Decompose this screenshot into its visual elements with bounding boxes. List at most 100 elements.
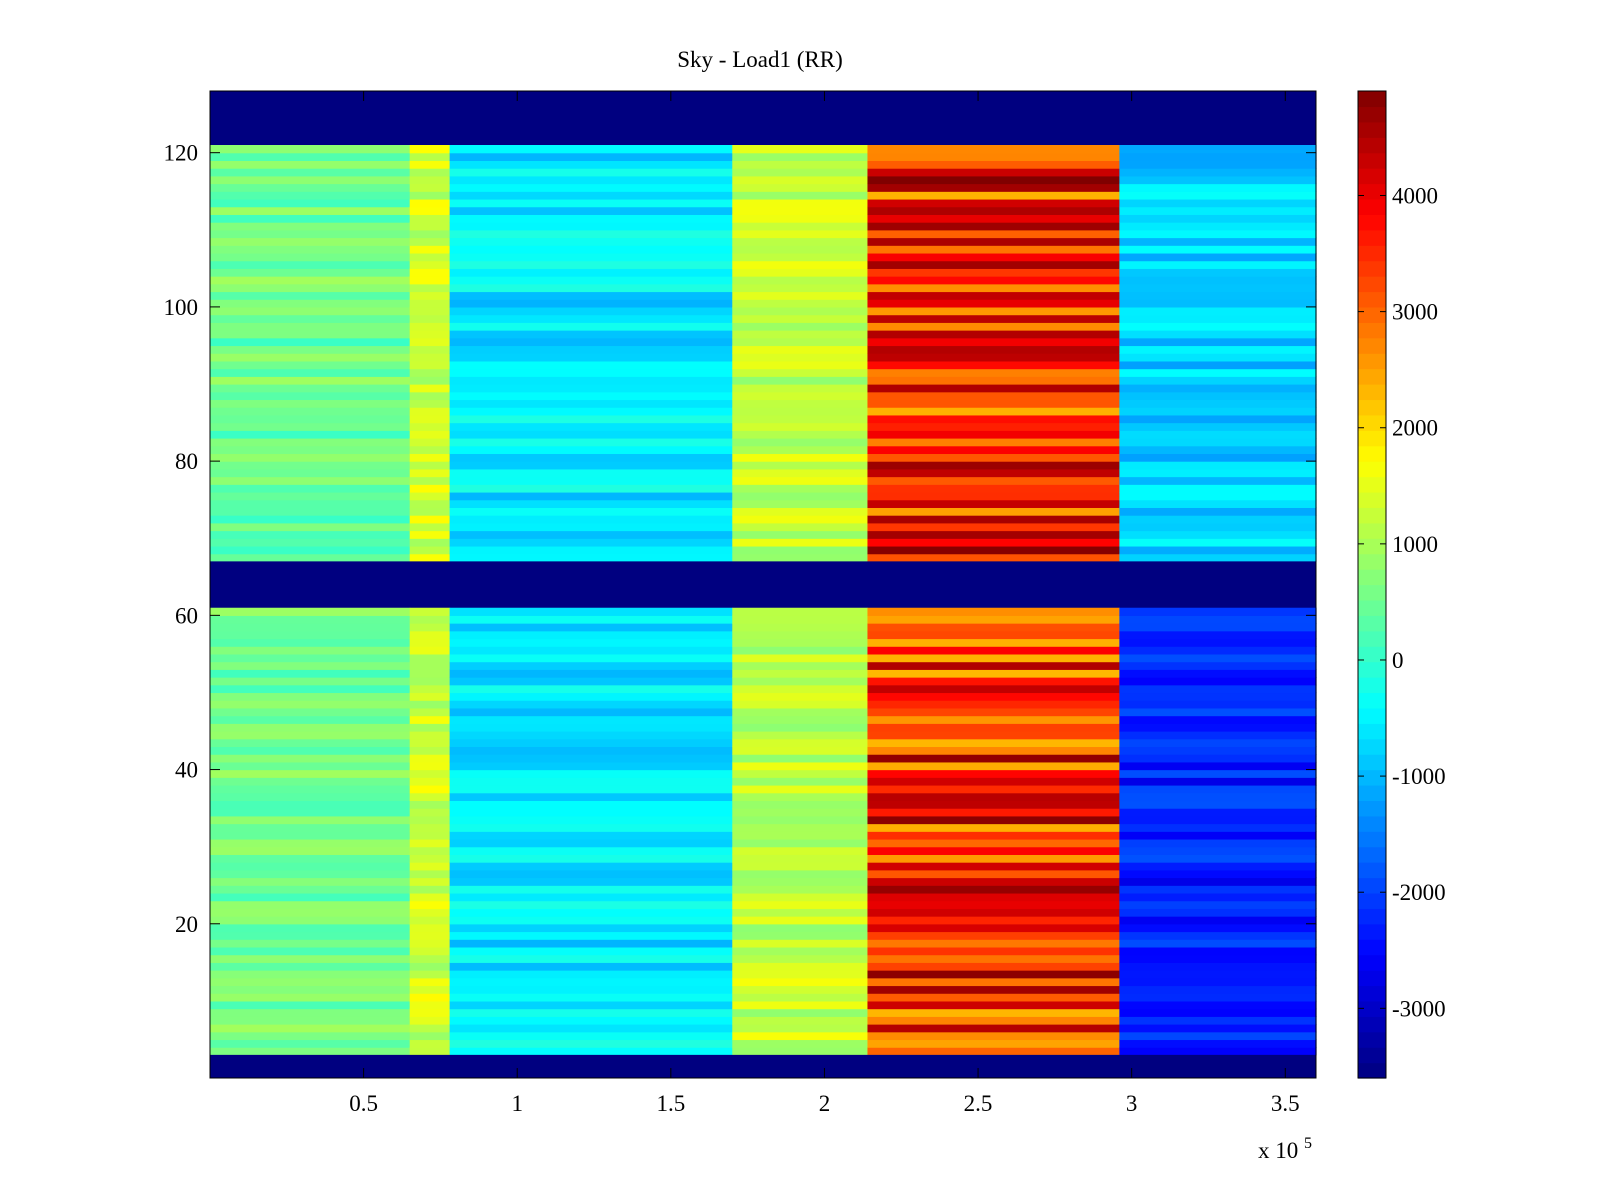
- heatmap-cell: [210, 299, 411, 308]
- heatmap-cell: [210, 345, 411, 354]
- heatmap-cell: [409, 476, 451, 485]
- heatmap-cell: [409, 869, 451, 879]
- heatmap-cell: [449, 869, 733, 879]
- heatmap-cell: [867, 407, 1120, 416]
- heatmap-cell: [867, 954, 1120, 963]
- heatmap-cell: [210, 353, 411, 362]
- colorbar-swatch: [1358, 615, 1386, 632]
- heatmap-cell: [210, 653, 411, 663]
- heatmap-cell: [732, 823, 869, 832]
- heatmap-cell: [867, 522, 1120, 532]
- heatmap-cell: [732, 453, 869, 462]
- x-tick-label: 3.5: [1271, 1091, 1300, 1116]
- heatmap-cell: [867, 792, 1120, 802]
- colorbar-swatch: [1358, 276, 1386, 293]
- heatmap-cell: [409, 515, 451, 524]
- heatmap-cell: [449, 283, 733, 293]
- heatmap-cell: [732, 399, 869, 408]
- heatmap-cell: [1119, 484, 1317, 493]
- heatmap-cell: [1119, 931, 1317, 940]
- colorbar-swatch: [1358, 399, 1386, 416]
- x-tick-label: 1.5: [656, 1091, 685, 1116]
- heatmap-cell: [1119, 700, 1317, 709]
- heatmap-cell: [409, 731, 451, 740]
- heatmap-cell: [409, 993, 451, 1002]
- heatmap-cell: [732, 1000, 869, 1010]
- heatmap-cell: [449, 677, 733, 686]
- heatmap-cell: [210, 985, 411, 994]
- heatmap-cell: [867, 846, 1120, 855]
- heatmap-cell: [449, 977, 733, 987]
- heatmap-cell: [867, 1039, 1120, 1048]
- colorbar-swatch: [1358, 91, 1386, 108]
- heatmap-cell: [732, 276, 869, 285]
- heatmap-cell: [1119, 954, 1317, 963]
- heatmap-cell: [409, 260, 451, 269]
- heatmap-cell: [210, 391, 411, 401]
- heatmap-cell: [1119, 646, 1317, 655]
- heatmap-cell: [867, 908, 1120, 917]
- colorbar-swatch: [1358, 939, 1386, 956]
- heatmap-cell: [210, 160, 411, 169]
- heatmap-cell: [732, 476, 869, 485]
- heatmap-cell: [210, 646, 411, 655]
- heatmap-cell: [732, 152, 869, 161]
- heatmap-cell: [449, 962, 733, 971]
- heatmap-cell: [1119, 144, 1317, 154]
- heatmap-cell: [449, 144, 733, 154]
- heatmap-cell: [867, 1000, 1120, 1010]
- heatmap-cell: [732, 962, 869, 971]
- heatmap-cell: [449, 669, 733, 678]
- heatmap-cell: [409, 715, 451, 724]
- heatmap-cell: [449, 784, 733, 794]
- heatmap-cell: [210, 545, 411, 555]
- heatmap-cell: [867, 892, 1120, 902]
- heatmap-cell: [1119, 916, 1317, 925]
- heatmap-cell: [210, 144, 411, 154]
- heatmap-cell: [867, 345, 1120, 354]
- heatmap-cell: [210, 800, 411, 809]
- heatmap-cell: [449, 214, 733, 223]
- heatmap-cell: [1119, 1031, 1317, 1041]
- heatmap-cell: [210, 892, 411, 902]
- heatmap-cell: [409, 345, 451, 354]
- heatmap-cell: [1119, 607, 1317, 616]
- heatmap-cell: [210, 430, 411, 439]
- heatmap-cell: [449, 707, 733, 717]
- heatmap-cell: [409, 723, 451, 732]
- heatmap-cell: [1119, 738, 1317, 748]
- heatmap-cell: [409, 985, 451, 994]
- heatmap-cell: [867, 808, 1120, 817]
- heatmap-cell: [1119, 538, 1317, 547]
- heatmap-cell: [867, 715, 1120, 724]
- x-multiplier-exponent: 5: [1304, 1135, 1312, 1152]
- heatmap-cell: [409, 422, 451, 431]
- heatmap-cell: [1119, 407, 1317, 416]
- heatmap-cell: [449, 646, 733, 655]
- heatmap-cell: [1119, 923, 1317, 933]
- heatmap-cell: [409, 908, 451, 917]
- heatmap-cell: [449, 414, 733, 424]
- heatmap-cell: [1119, 1008, 1317, 1017]
- heatmap-cell: [867, 160, 1120, 169]
- heatmap-cell: [1119, 661, 1317, 670]
- heatmap-cell: [867, 661, 1120, 670]
- heatmap-cell: [409, 437, 451, 447]
- colorbar-swatch: [1358, 229, 1386, 246]
- heatmap-cell: [409, 862, 451, 871]
- heatmap-cell: [210, 306, 411, 316]
- heatmap-cell: [210, 1000, 411, 1010]
- heatmap-cell: [732, 931, 869, 940]
- heatmap-cell: [449, 892, 733, 902]
- x-tick-label: 2: [819, 1091, 831, 1116]
- heatmap-cell: [409, 245, 451, 254]
- heatmap-cell: [449, 931, 733, 940]
- heatmap-cell: [732, 815, 869, 825]
- masked-band-1: [210, 1054, 1316, 1078]
- heatmap-cell: [1119, 1000, 1317, 1010]
- heatmap-cell: [732, 985, 869, 994]
- heatmap-cell: [867, 754, 1120, 763]
- colorbar-swatch: [1358, 584, 1386, 601]
- heatmap-cell: [210, 283, 411, 293]
- heatmap-cell: [732, 653, 869, 663]
